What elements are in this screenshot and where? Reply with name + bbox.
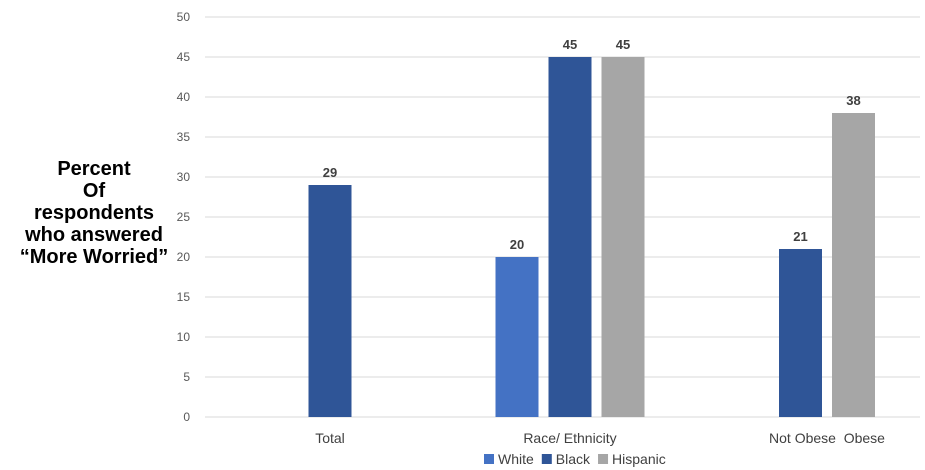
data-labels: 29 20 45 45 21 38 bbox=[323, 37, 861, 252]
y-tick-label-40: 40 bbox=[177, 90, 191, 104]
y-tick-label-20: 20 bbox=[177, 250, 191, 264]
y-tick-label-5: 5 bbox=[183, 370, 190, 384]
y-tick-label-15: 15 bbox=[177, 290, 191, 304]
y-tick-label-30: 30 bbox=[177, 170, 191, 184]
x-category-label-1: Total bbox=[315, 430, 345, 446]
bar-2-black bbox=[548, 57, 592, 417]
data-label-2-white: 20 bbox=[510, 237, 524, 252]
bar-3-hispanic bbox=[832, 113, 875, 417]
bar-1-black bbox=[308, 185, 352, 417]
y-tick-label-45: 45 bbox=[177, 50, 191, 64]
legend-label-black: Black bbox=[556, 451, 591, 467]
y-axis-title: Percent Of respondents who answered “Mor… bbox=[0, 158, 188, 268]
y-axis-title-line-1: Percent bbox=[57, 158, 131, 180]
legend-label-hispanic: Hispanic bbox=[612, 451, 666, 467]
y-axis-title-line-5: “More Worried” bbox=[19, 246, 169, 268]
data-label-1-black: 29 bbox=[323, 165, 337, 180]
x-category-label-2: Race/ Ethnicity bbox=[523, 430, 616, 446]
data-label-2-hispanic: 45 bbox=[616, 37, 630, 52]
y-tick-label-50: 50 bbox=[177, 10, 191, 24]
legend-swatch-black bbox=[541, 454, 552, 464]
y-axis-title-line-3: respondents bbox=[33, 202, 155, 224]
legend-label-white: White bbox=[498, 451, 534, 467]
data-label-3-hispanic: 38 bbox=[846, 93, 860, 108]
y-tick-label-35: 35 bbox=[177, 130, 191, 144]
legend-swatch-white bbox=[484, 454, 494, 464]
legend: White Black Hispanic bbox=[484, 451, 666, 467]
data-label-3-black: 21 bbox=[793, 229, 807, 244]
y-tick-label-0: 0 bbox=[183, 410, 190, 424]
y-tick-label-25: 25 bbox=[177, 210, 191, 224]
y-axis-title-line-2: Of bbox=[82, 180, 106, 202]
y-axis-ticks: 0 5 10 15 20 25 30 35 40 45 50 bbox=[177, 10, 191, 424]
y-tick-label-10: 10 bbox=[177, 330, 191, 344]
y-axis-title-line-4: who answered bbox=[25, 224, 163, 246]
bar-2-white bbox=[495, 257, 539, 417]
x-axis-categories: Total Race/ Ethnicity Not Obese Obese bbox=[315, 430, 885, 446]
bar-3-black bbox=[779, 249, 822, 417]
x-category-label-3: Not Obese Obese bbox=[769, 430, 885, 446]
bars bbox=[308, 57, 875, 417]
bar-2-hispanic bbox=[601, 57, 645, 417]
legend-swatch-hispanic bbox=[598, 454, 609, 464]
data-label-2-black: 45 bbox=[563, 37, 577, 52]
